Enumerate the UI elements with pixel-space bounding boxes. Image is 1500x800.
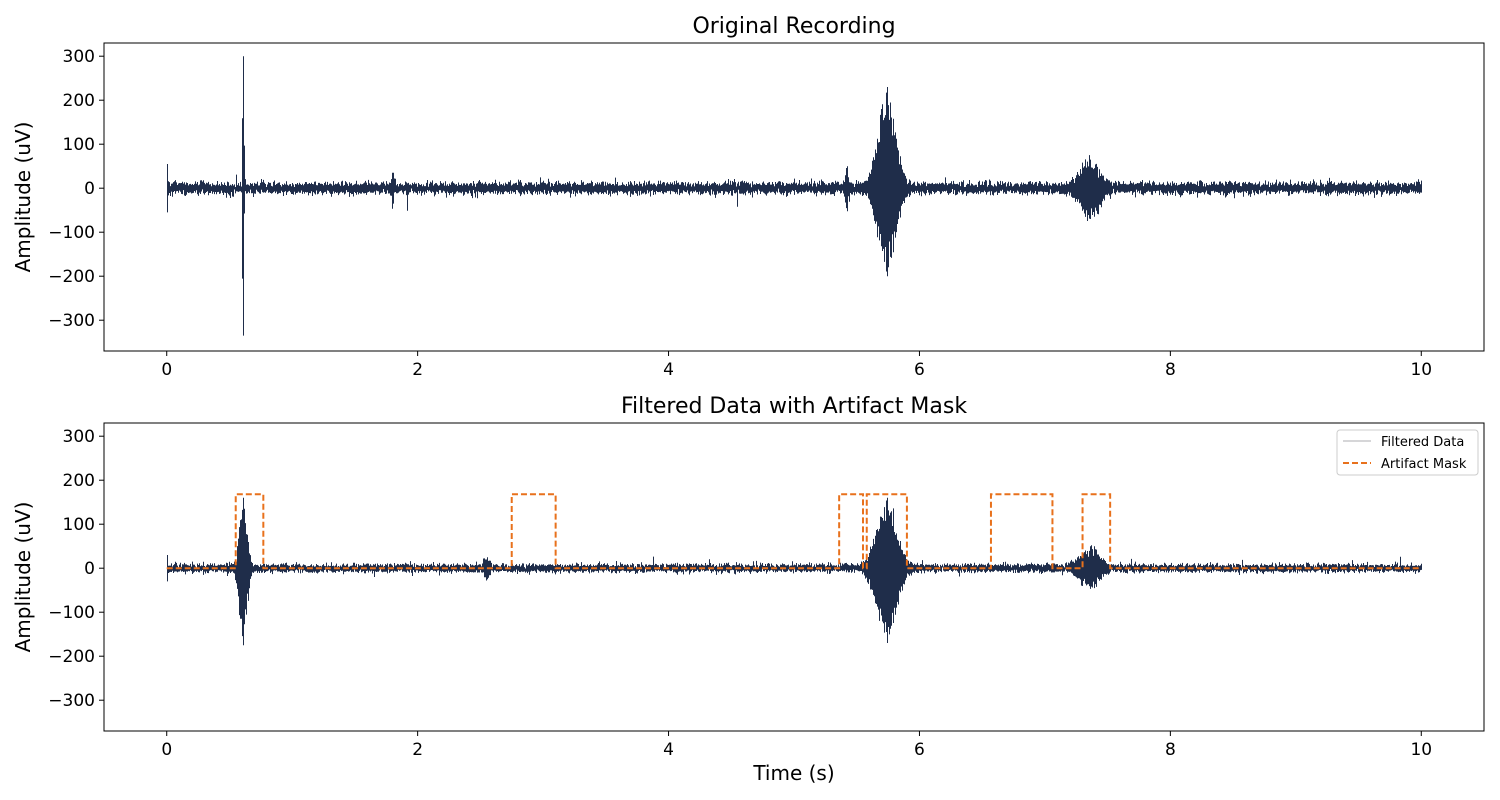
x-tick-label: 4 bbox=[663, 360, 674, 380]
y-tick-label: −100 bbox=[48, 223, 95, 243]
panel-filtered-data: Filtered Data with Artifact Mask Amplitu… bbox=[11, 394, 1485, 785]
plot-area bbox=[167, 56, 1422, 336]
y-tick-label: −300 bbox=[48, 691, 95, 711]
x-tick-label: 6 bbox=[914, 740, 925, 760]
x-tick-label: 2 bbox=[412, 360, 423, 380]
legend-label-artifact-mask: Artifact Mask bbox=[1381, 457, 1467, 472]
panel-original-recording: Original Recording Amplitude (uV) 0 2 4 6 8 1… bbox=[11, 14, 1485, 380]
series-filtered-data bbox=[167, 497, 1422, 646]
y-axis-label: Amplitude (uV) bbox=[11, 502, 35, 653]
x-tick-label: 8 bbox=[1165, 740, 1176, 760]
y-tick-label: −200 bbox=[48, 267, 95, 287]
axes-frame bbox=[103, 422, 1485, 732]
y-axis-label: Amplitude (uV) bbox=[11, 122, 35, 273]
series-signal bbox=[167, 56, 1422, 336]
y-tick-label: 300 bbox=[63, 47, 95, 67]
x-tick-label: 6 bbox=[914, 360, 925, 380]
x-axis-label: Time (s) bbox=[752, 761, 834, 785]
x-tick-label: 8 bbox=[1165, 360, 1176, 380]
chart-title: Original Recording bbox=[692, 14, 895, 39]
y-tick-label: 100 bbox=[63, 515, 95, 535]
axes-frame bbox=[103, 42, 1485, 352]
x-tick-label: 0 bbox=[161, 740, 172, 760]
y-tick-label: 0 bbox=[84, 179, 95, 199]
plot-area bbox=[166, 493, 1422, 646]
y-tick-label: −200 bbox=[48, 647, 95, 667]
y-tick-label: −300 bbox=[48, 311, 95, 331]
y-tick-label: 300 bbox=[63, 427, 95, 447]
x-tick-label: 10 bbox=[1410, 360, 1432, 380]
tick-labels: 0 2 4 6 8 10 −300 −200 −100 0 100 200 300 bbox=[48, 47, 1432, 380]
y-tick-label: 0 bbox=[84, 559, 95, 579]
legend-box bbox=[1336, 429, 1479, 476]
x-tick-label: 10 bbox=[1410, 740, 1432, 760]
tick-labels: 0 2 4 6 8 10 −300 −200 −100 0 100 200 300 bbox=[48, 427, 1432, 760]
legend-label-filtered-data: Filtered Data bbox=[1381, 435, 1464, 450]
series-artifact-mask bbox=[166, 493, 1422, 570]
y-tick-label: 200 bbox=[63, 91, 95, 111]
x-tick-label: 0 bbox=[161, 360, 172, 380]
legend: Filtered Data Artifact Mask bbox=[1336, 429, 1479, 476]
y-tick-label: 100 bbox=[63, 135, 95, 155]
y-tick-label: −100 bbox=[48, 603, 95, 623]
x-tick-label: 2 bbox=[412, 740, 423, 760]
y-tick-label: 200 bbox=[63, 471, 95, 491]
x-tick-label: 4 bbox=[663, 740, 674, 760]
chart-title: Filtered Data with Artifact Mask bbox=[621, 394, 967, 419]
